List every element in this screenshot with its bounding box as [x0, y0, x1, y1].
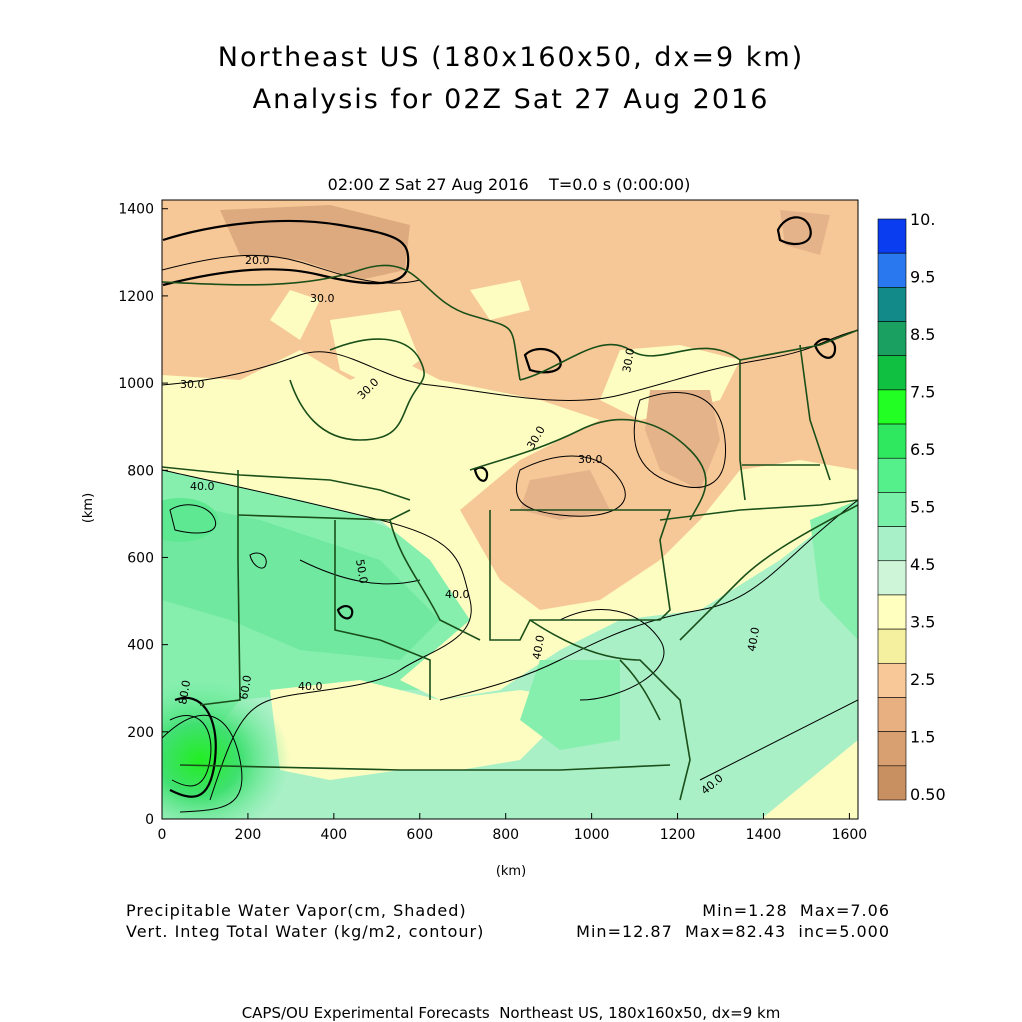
- contour-field-stats: Min=12.87 Max=82.43 inc=5.000: [576, 922, 890, 941]
- contour-lines: [162, 254, 858, 813]
- x-axis-label: (km): [496, 864, 526, 879]
- political-boundaries: [162, 264, 858, 801]
- y-tick-label: 800: [127, 463, 154, 479]
- colorbar-label: 1.5: [910, 728, 935, 747]
- colorbar-swatch: [877, 594, 907, 630]
- contour-label: 60.0: [237, 674, 254, 700]
- colorbar-label: 2.5: [910, 670, 935, 689]
- colorbar-swatch: [877, 697, 907, 732]
- y-tick-labels: 0 200 400 600 800 1000 1200 1400: [118, 202, 154, 828]
- shaded-field-stats: Min=1.28 Max=7.06: [702, 901, 890, 920]
- x-tick-label: 1000: [574, 827, 610, 843]
- x-tick-label: 600: [406, 827, 433, 843]
- y-tick-label: 1400: [118, 202, 154, 218]
- contour-label: 30.0: [310, 292, 335, 305]
- contour-label: 30.0: [620, 347, 637, 373]
- colorbar-label: 9.5: [910, 268, 935, 287]
- colorbar-labels: 10. 9.5 8.5 7.5 6.5 5.5 4.5 3.5 2.5 1.5 0.50: [910, 210, 946, 804]
- y-axis-label: (km): [81, 493, 96, 523]
- valid-time-label: 02:00 Z Sat 27 Aug 2016 T=0.0 s (0:00:00…: [327, 175, 691, 194]
- colorbar-swatch: [877, 731, 907, 767]
- shaded-field-label: Precipitable Water Vapor(cm, Shaded): [126, 901, 467, 920]
- contour-label: 30.0: [578, 453, 603, 466]
- y-tick-label: 600: [127, 550, 154, 566]
- colorbar-swatch: [877, 765, 907, 801]
- x-tick-label: 200: [235, 827, 262, 843]
- colorbar-label: 6.5: [910, 440, 935, 459]
- colorbar-swatch: [877, 662, 907, 698]
- contour-label: 40.0: [298, 680, 323, 693]
- axis-ticks: [161, 208, 850, 820]
- colorbar-swatch: [877, 218, 907, 254]
- colorbar-label: 8.5: [910, 325, 935, 344]
- contour-label: 40.0: [530, 634, 547, 660]
- colorbar-label: 4.5: [910, 555, 935, 574]
- colorbar-swatch: [877, 457, 907, 493]
- y-tick-label: 400: [127, 638, 154, 654]
- x-tick-label: 800: [492, 827, 519, 843]
- x-tick-label: 400: [320, 827, 347, 843]
- contour-label: 50.0: [353, 558, 370, 584]
- contour-label: 40.0: [190, 480, 215, 493]
- x-tick-label: 1400: [746, 827, 782, 843]
- contour-field-label: Vert. Integ Total Water (kg/m2, contour): [126, 922, 485, 941]
- x-tick-label: 0: [158, 827, 167, 843]
- colorbar-swatch: [877, 492, 907, 527]
- colorbar-label: 0.50: [910, 785, 946, 804]
- colorbar-swatch: [877, 628, 907, 664]
- x-tick-label: 1200: [660, 827, 696, 843]
- colorbar-label: 5.5: [910, 498, 935, 517]
- map-subtitle: Analysis for 02Z Sat 27 Aug 2016: [252, 84, 770, 115]
- credit-line: CAPS/OU Experimental Forecasts Northeast…: [241, 1004, 781, 1022]
- colorbar-swatch: [877, 560, 907, 596]
- shaded-field: [162, 200, 858, 819]
- colorbar-swatch: [877, 252, 907, 288]
- plot-frame: [161, 199, 859, 820]
- colorbar: [877, 218, 907, 801]
- x-tick-labels: 0 200 400 600 800 1000 1200 1400 1600: [158, 827, 868, 843]
- colorbar-swatch: [877, 321, 907, 357]
- colorbar-swatch: [877, 389, 907, 425]
- y-tick-label: 1000: [118, 376, 154, 392]
- y-tick-label: 0: [145, 812, 154, 828]
- colorbar-swatch: [877, 423, 907, 459]
- colorbar-swatch: [877, 526, 907, 562]
- colorbar-swatch: [877, 287, 907, 322]
- contour-label: 40.0: [445, 588, 470, 601]
- colorbar-label: 10.: [910, 210, 935, 229]
- contour-label: 20.0: [245, 254, 270, 267]
- contour-label: 30.0: [180, 378, 205, 391]
- colorbar-label: 3.5: [910, 613, 935, 632]
- colorbar-swatch: [877, 355, 907, 391]
- map-title: Northeast US (180x160x50, dx=9 km): [217, 42, 805, 73]
- y-tick-label: 200: [127, 725, 154, 741]
- x-tick-label: 1600: [832, 827, 868, 843]
- contour-label: 40.0: [745, 626, 762, 652]
- y-tick-label: 1200: [118, 289, 154, 305]
- contour-label: 80.0: [176, 679, 193, 705]
- colorbar-label: 7.5: [910, 383, 935, 402]
